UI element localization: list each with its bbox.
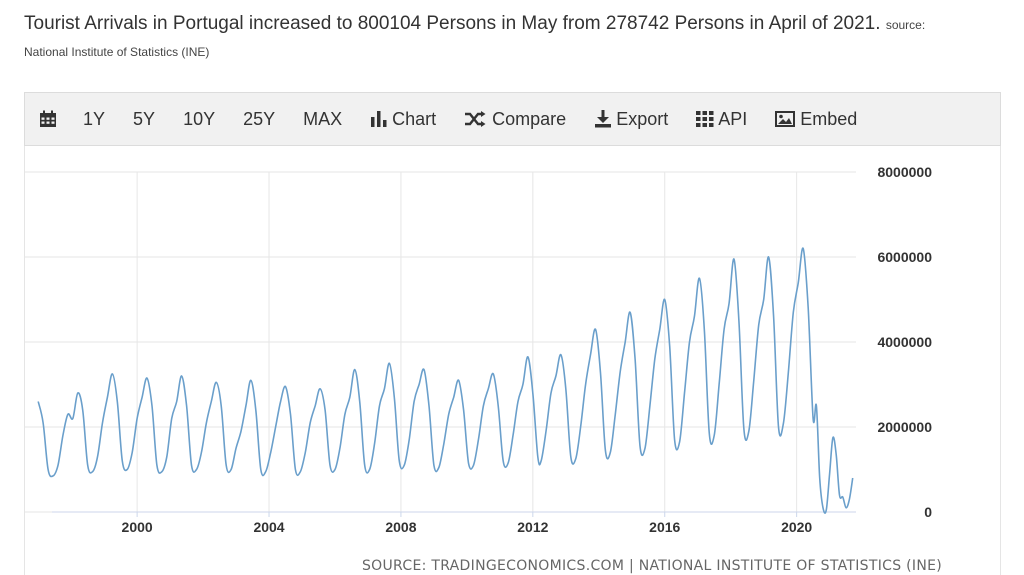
api-label: API — [718, 108, 748, 129]
range-25y-button[interactable]: 25Y — [243, 108, 276, 129]
compare-label: Compare — [492, 108, 567, 129]
range-1y-button[interactable]: 1Y — [83, 108, 106, 129]
shuffle-icon — [465, 111, 486, 127]
page-title: Tourist Arrivals in Portugal increased t… — [24, 12, 1014, 37]
title-text: Tourist Arrivals in Portugal increased t… — [24, 13, 881, 34]
export-label: Export — [616, 108, 669, 129]
source-label: source: — [885, 18, 926, 32]
bar-chart-icon — [371, 111, 387, 127]
range-5y-button[interactable]: 5Y — [133, 108, 156, 129]
compare-button[interactable]: Compare — [464, 109, 566, 130]
embed-button[interactable]: Embed — [775, 109, 857, 130]
api-button[interactable]: API — [696, 109, 747, 130]
footer-source: SOURCE: TRADINGECONOMICS.COM | NATIONAL … — [362, 558, 943, 574]
grid-icon — [696, 111, 714, 127]
range-max-button[interactable]: MAX — [303, 108, 343, 129]
chart-type-button[interactable]: Chart — [370, 109, 436, 130]
range-10y-button[interactable]: 10Y — [183, 108, 216, 129]
image-icon — [775, 111, 796, 127]
chart-label: Chart — [392, 108, 437, 129]
chart-area — [24, 146, 1001, 575]
embed-label: Embed — [800, 108, 858, 129]
download-icon — [595, 110, 612, 128]
export-button[interactable]: Export — [594, 109, 668, 130]
source-name[interactable]: National Institute of Statistics (INE) — [24, 45, 210, 59]
calendar-icon — [40, 110, 56, 127]
chart-toolbar: 1Y 5Y 10Y 25Y MAX Chart Compare Export — [24, 92, 1001, 146]
calendar-button[interactable] — [39, 110, 57, 128]
